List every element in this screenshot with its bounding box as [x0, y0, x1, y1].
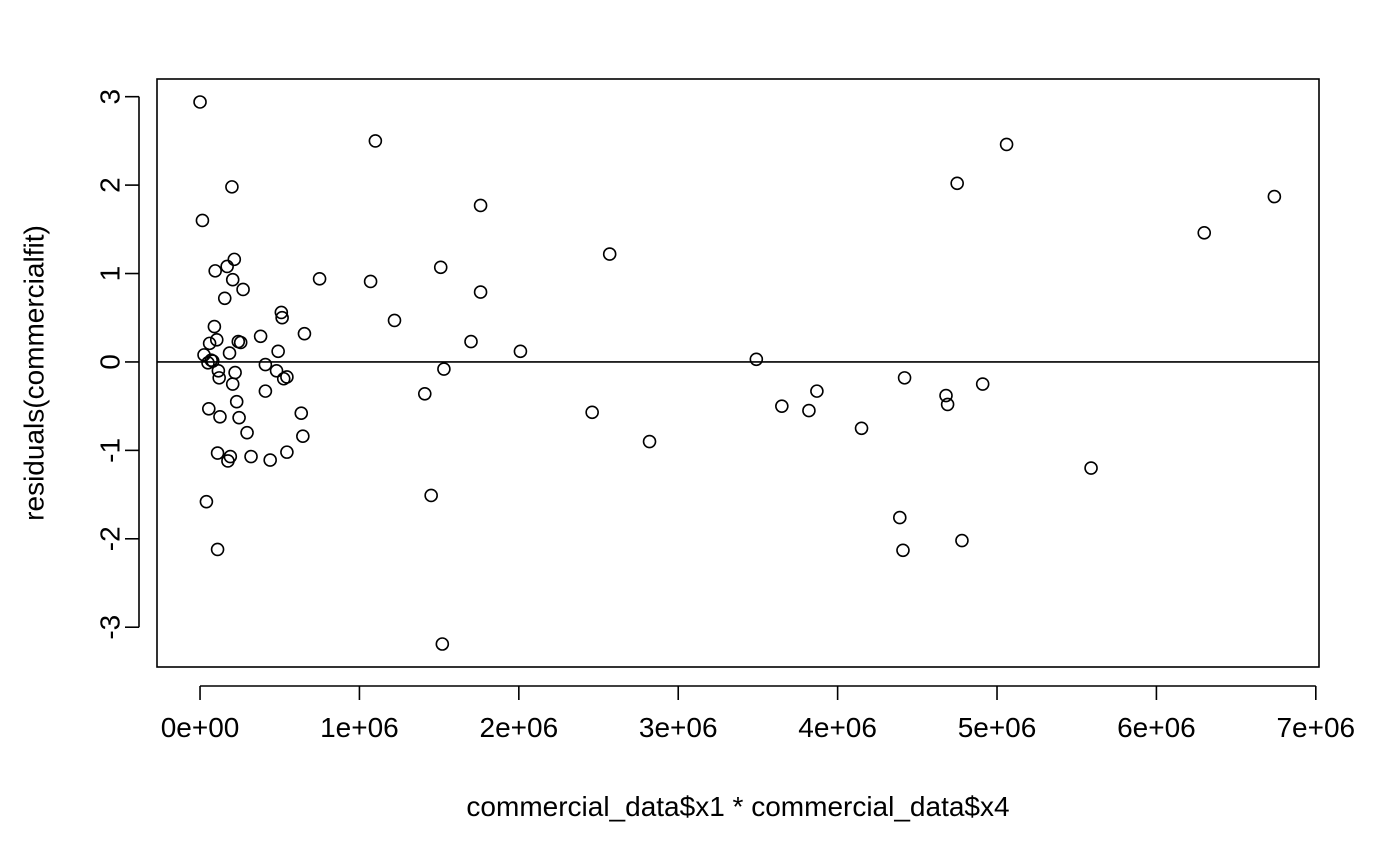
data-point — [207, 319, 222, 334]
x-tick-label: 4e+06 — [798, 712, 877, 743]
data-point — [424, 488, 438, 503]
data-point — [208, 264, 222, 278]
data-point — [269, 363, 284, 378]
data-point — [236, 282, 250, 297]
data-point — [810, 384, 824, 398]
data-point — [940, 397, 955, 412]
data-point — [233, 335, 248, 350]
data-point — [368, 134, 383, 148]
data-point — [602, 247, 617, 261]
data-point — [240, 425, 254, 440]
data-point — [297, 326, 312, 341]
data-point — [892, 510, 907, 525]
data-point — [222, 346, 237, 360]
data-point — [263, 453, 277, 467]
data-point — [193, 95, 207, 109]
data-point — [228, 365, 242, 380]
data-point — [220, 259, 234, 274]
x-tick-label: 3e+06 — [639, 712, 718, 743]
data-point — [225, 272, 240, 287]
data-point — [202, 336, 217, 351]
data-point — [387, 313, 402, 328]
y-axis: -3 -2 -1 0 1 2 3 — [95, 89, 140, 640]
x-axis-title: commercial_data$x1 * commercial_data$x4 — [466, 791, 1009, 822]
x-tick-label: 6e+06 — [1117, 712, 1196, 743]
data-point — [280, 370, 294, 384]
y-tick-label: 0 — [95, 354, 126, 370]
data-point — [897, 371, 912, 385]
data-point — [274, 305, 289, 320]
y-tick-label: 2 — [95, 177, 126, 193]
data-point — [244, 449, 258, 464]
x-tick-label: 5e+06 — [958, 712, 1037, 743]
data-point — [209, 333, 224, 347]
y-axis-title: residuals(commercialfit) — [19, 225, 50, 521]
y-tick-label: -2 — [95, 526, 126, 551]
y-tick-label: 3 — [95, 89, 126, 105]
data-point — [433, 260, 448, 275]
data-point — [1084, 461, 1098, 475]
data-point — [999, 137, 1014, 152]
data-point — [363, 274, 378, 289]
data-point — [258, 384, 273, 398]
data-point — [275, 310, 289, 325]
data-point — [232, 410, 246, 425]
data-point — [464, 334, 478, 349]
y-tick-label: 1 — [95, 266, 126, 282]
data-point — [210, 446, 225, 460]
data-point — [955, 533, 969, 548]
plot-frame — [156, 78, 1320, 668]
data-point — [253, 329, 268, 344]
data-point — [213, 409, 227, 424]
data-point — [217, 291, 232, 306]
data-point — [417, 386, 432, 401]
y-tick-label: -3 — [95, 615, 126, 640]
data-point — [271, 344, 285, 359]
y-tick-label: -1 — [95, 438, 126, 463]
data-point — [296, 429, 310, 444]
data-point — [199, 494, 214, 509]
data-point — [211, 363, 226, 378]
data-point — [854, 421, 869, 436]
data-point — [1267, 189, 1282, 204]
data-point — [585, 405, 599, 420]
data-point — [227, 252, 242, 267]
x-tick-label: 7e+06 — [1276, 712, 1355, 743]
data-point — [437, 362, 451, 376]
data-point — [435, 637, 450, 651]
data-point — [513, 344, 528, 359]
data-point — [775, 399, 789, 413]
data-point — [473, 285, 488, 299]
data-point — [280, 445, 294, 459]
data-point — [212, 371, 226, 385]
data-points — [193, 95, 1282, 651]
data-point — [1197, 226, 1212, 240]
data-point — [642, 434, 657, 449]
data-point — [225, 180, 239, 194]
data-point — [473, 198, 488, 213]
x-tick-label: 1e+06 — [320, 712, 399, 743]
data-point — [258, 357, 273, 372]
data-point — [229, 394, 244, 409]
data-point — [975, 377, 990, 391]
data-point — [939, 388, 953, 403]
data-point — [223, 449, 238, 464]
data-point — [896, 543, 910, 558]
data-point — [312, 272, 327, 286]
data-point — [195, 213, 210, 228]
data-point — [202, 402, 216, 416]
data-point — [802, 403, 816, 418]
x-tick-label: 0e+00 — [161, 712, 240, 743]
data-point — [294, 406, 309, 421]
x-axis: 0e+00 1e+06 2e+06 3e+06 4e+06 5e+06 6e+06 7e+06 — [161, 685, 1355, 743]
data-point — [749, 352, 764, 367]
x-tick-label: 2e+06 — [480, 712, 559, 743]
data-point — [210, 542, 225, 557]
data-point — [950, 176, 964, 191]
